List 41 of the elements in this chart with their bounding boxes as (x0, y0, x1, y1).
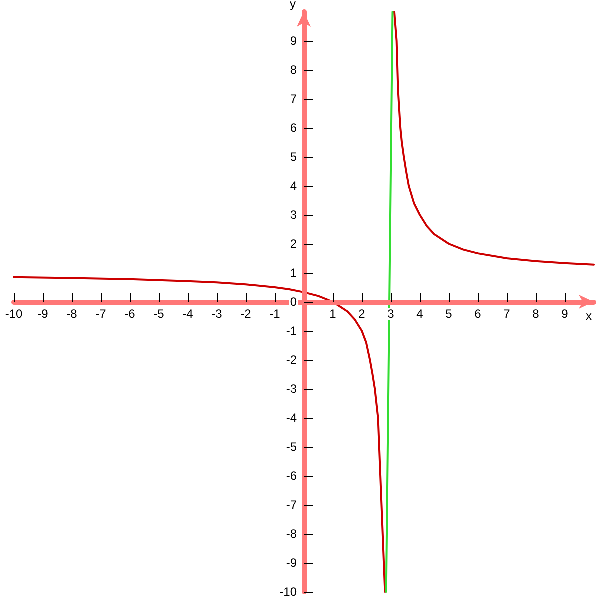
y-tick-label: 8 (290, 63, 298, 77)
x-tick-label: 8 (532, 307, 540, 321)
x-tick-label: -4 (182, 307, 194, 321)
y-tick-label: -2 (286, 353, 298, 367)
y-tick-label: -9 (286, 556, 298, 570)
x-tick-label: 6 (474, 307, 482, 321)
x-tick-label: -2 (240, 307, 252, 321)
y-tick-label: 6 (290, 121, 298, 135)
x-tick-label: -7 (96, 307, 107, 321)
y-tick-label: 1 (290, 266, 298, 280)
x-tick-label: 3 (388, 307, 395, 321)
y-tick-label: -7 (286, 498, 298, 512)
y-tick-label: -10 (280, 585, 298, 599)
y-tick-label: 2 (290, 237, 298, 251)
y-tick-label: 5 (290, 150, 298, 164)
y-axis-title: y (290, 0, 296, 11)
x-tick-label: -6 (124, 307, 136, 321)
x-tick-label: -10 (5, 307, 23, 321)
y-tick-label: -6 (286, 469, 298, 483)
x-tick-label: 2 (358, 307, 366, 321)
y-tick-label: 0 (290, 295, 298, 309)
y-tick-label: 4 (290, 179, 298, 193)
x-tick-label: -9 (38, 307, 49, 321)
x-tick-label: -1 (270, 307, 281, 321)
y-tick-label: 3 (290, 208, 298, 222)
x-tick-label: 4 (416, 307, 424, 321)
x-tick-label: 9 (562, 307, 569, 321)
y-tick-label: -4 (286, 411, 298, 425)
x-tick-label: -3 (212, 307, 223, 321)
y-tick-label: -8 (286, 527, 298, 541)
x-tick-label: 5 (446, 307, 453, 321)
y-tick-label: -1 (286, 324, 298, 338)
y-tick-label: 9 (290, 34, 298, 48)
x-axis-title: x (586, 309, 592, 323)
x-tick-label: 1 (330, 307, 337, 321)
y-tick-label: -3 (286, 382, 298, 396)
y-tick-label: -5 (286, 440, 298, 454)
x-tick-label: 7 (504, 307, 511, 321)
x-tick-label: -8 (66, 307, 78, 321)
x-tick-label: -5 (154, 307, 165, 321)
y-tick-label: 7 (290, 92, 298, 106)
